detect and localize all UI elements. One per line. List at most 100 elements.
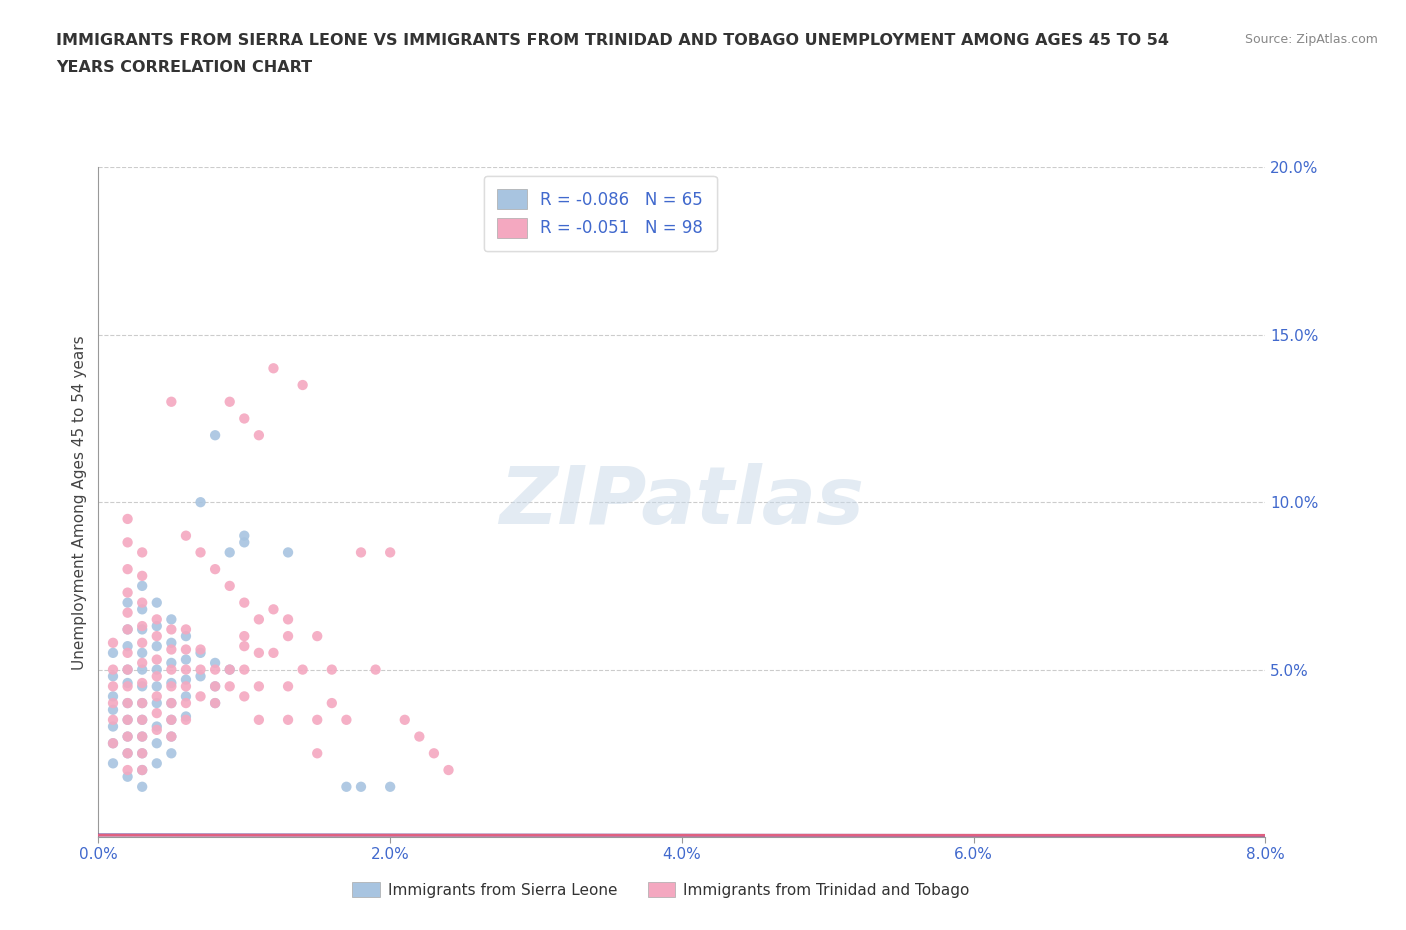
Point (350, 545, 373, 560)
Point (146, 719, 169, 734)
Point (437, 763, 460, 777)
Point (160, 635, 183, 650)
Point (117, 679, 139, 694)
Point (160, 612, 183, 627)
Point (204, 696, 226, 711)
Point (131, 763, 153, 777)
Point (160, 729, 183, 744)
Text: ZIPatlas: ZIPatlas (499, 463, 865, 541)
Point (146, 612, 169, 627)
Point (117, 605, 139, 620)
Point (117, 712, 139, 727)
Point (160, 642, 183, 657)
Point (307, 712, 329, 727)
Point (262, 361, 284, 376)
Point (204, 679, 226, 694)
Point (146, 618, 169, 633)
Point (160, 394, 183, 409)
Point (174, 528, 197, 543)
Point (174, 712, 197, 727)
Point (277, 612, 299, 627)
Point (131, 696, 153, 711)
Point (117, 595, 139, 610)
Point (131, 729, 153, 744)
Point (174, 679, 197, 694)
Point (101, 679, 124, 694)
Point (160, 622, 183, 637)
Point (117, 746, 139, 761)
Point (190, 495, 212, 510)
Point (101, 696, 124, 711)
Point (101, 719, 124, 734)
Point (160, 746, 183, 761)
Point (233, 411, 256, 426)
Point (233, 689, 256, 704)
Point (218, 394, 240, 409)
Point (160, 679, 183, 694)
Point (277, 629, 299, 644)
Point (174, 662, 197, 677)
Point (117, 662, 139, 677)
Point (350, 779, 373, 794)
Point (277, 545, 299, 560)
Point (117, 696, 139, 711)
Point (204, 656, 226, 671)
Point (160, 656, 183, 671)
Point (233, 629, 256, 644)
Point (117, 562, 139, 577)
Point (247, 679, 270, 694)
Point (218, 662, 240, 677)
Point (262, 602, 284, 617)
Point (117, 746, 139, 761)
Point (204, 662, 226, 677)
Point (204, 562, 226, 577)
Legend: R = -0.086   N = 65, R = -0.051   N = 98: R = -0.086 N = 65, R = -0.051 N = 98 (484, 176, 717, 251)
Point (117, 729, 139, 744)
Point (131, 746, 153, 761)
Point (190, 642, 212, 657)
Point (146, 639, 169, 654)
Point (146, 629, 169, 644)
Point (277, 712, 299, 727)
Point (218, 679, 240, 694)
Point (131, 763, 153, 777)
Point (160, 696, 183, 711)
Point (117, 585, 139, 600)
Point (146, 652, 169, 667)
Text: IMMIGRANTS FROM SIERRA LEONE VS IMMIGRANTS FROM TRINIDAD AND TOBAGO UNEMPLOYMENT: IMMIGRANTS FROM SIERRA LEONE VS IMMIGRAN… (56, 33, 1170, 47)
Point (160, 729, 183, 744)
Point (277, 679, 299, 694)
Point (190, 689, 212, 704)
Point (190, 645, 212, 660)
Point (233, 595, 256, 610)
Point (101, 689, 124, 704)
Point (174, 672, 197, 687)
Point (131, 618, 153, 633)
Point (117, 763, 139, 777)
Point (307, 629, 329, 644)
Point (146, 756, 169, 771)
Point (321, 662, 343, 677)
Point (101, 736, 124, 751)
Point (335, 712, 357, 727)
Legend: Immigrants from Sierra Leone, Immigrants from Trinidad and Tobago: Immigrants from Sierra Leone, Immigrants… (346, 875, 976, 904)
Point (262, 645, 284, 660)
Point (146, 696, 169, 711)
Text: Source: ZipAtlas.com: Source: ZipAtlas.com (1244, 33, 1378, 46)
Point (117, 622, 139, 637)
Y-axis label: Unemployment Among Ages 45 to 54 years: Unemployment Among Ages 45 to 54 years (72, 335, 87, 670)
Point (131, 746, 153, 761)
Point (423, 746, 446, 761)
Point (247, 612, 270, 627)
Point (101, 635, 124, 650)
Point (101, 756, 124, 771)
Point (378, 779, 402, 794)
Point (190, 545, 212, 560)
Point (101, 662, 124, 677)
Point (394, 712, 416, 727)
Point (174, 696, 197, 711)
Point (117, 696, 139, 711)
Point (247, 428, 270, 443)
Point (233, 639, 256, 654)
Point (131, 602, 153, 617)
